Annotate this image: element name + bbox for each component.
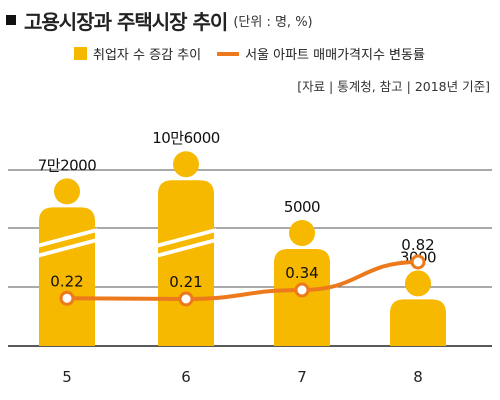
bar-1 [156, 151, 216, 346]
source-note: [자료 | 통계청, 참고 | 2018년 기준] [297, 79, 490, 94]
line-series [65, 260, 420, 302]
legend-bar-swatch [74, 47, 87, 60]
title-row: 고용시장과 주택시장 추이 (단위 : 명, %) [6, 4, 313, 36]
x-tick-0: 5 [62, 368, 72, 386]
line-label-2: 0.34 [285, 264, 318, 282]
chart-title: 고용시장과 주택시장 추이 [24, 9, 228, 34]
legend-line-label: 서울 아파트 매매가격지수 변동률 [245, 48, 425, 63]
line-point-0 [59, 290, 75, 306]
bar-label-1: 10만6000 [152, 129, 220, 147]
unit-note: (단위 : 명, %) [233, 14, 313, 30]
legend: 취업자 수 증감 추이 서울 아파트 매매가격지수 변동률 [74, 44, 425, 63]
bar-0 [37, 178, 97, 346]
legend-line-swatch [217, 51, 240, 56]
line-label-0: 0.22 [50, 272, 83, 290]
bar-label-2: 5000 [284, 198, 320, 216]
title-marker [6, 15, 16, 25]
line-label-3: 0.82 [401, 236, 434, 254]
bar-3 [390, 270, 446, 346]
x-tick-1: 6 [181, 368, 191, 386]
bar-label-0: 7만2000 [38, 156, 97, 174]
line-point-1 [178, 291, 194, 307]
legend-bar-label: 취업자 수 증감 추이 [93, 48, 202, 63]
x-tick-3: 8 [413, 368, 423, 386]
line-point-3 [410, 254, 426, 270]
line-point-2 [294, 282, 310, 298]
line-label-1: 0.21 [169, 273, 202, 291]
x-tick-2: 7 [297, 368, 307, 386]
